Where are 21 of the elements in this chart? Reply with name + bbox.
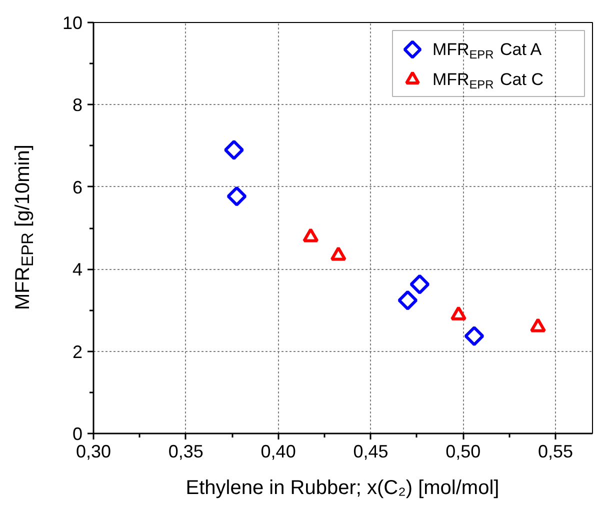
x-tick-label: 0,50 [446,442,481,462]
y-tick-label: 2 [72,342,83,362]
y-tick-label: 4 [72,260,83,280]
y-tick-label: 6 [72,177,83,198]
point [398,290,418,310]
point [530,318,546,332]
y-tick-label: 8 [72,95,83,116]
y-tick-label: 0 [72,424,83,444]
x-tick-label: 0,30 [76,442,112,462]
x-tick-label: 0,35 [168,442,204,462]
point [330,246,346,261]
point [410,274,430,294]
point [226,186,247,206]
x-tick-label: 0,40 [260,442,296,462]
point [224,140,244,160]
point [450,306,467,320]
point [302,228,319,242]
x-tick-label: 0,45 [353,442,388,462]
x-axis-title: Ethylene in Rubber; x(C₂) [mol/mol] [184,476,500,501]
x-tick-label: 0,55 [538,442,574,462]
y-tick-label: 10 [62,13,83,33]
